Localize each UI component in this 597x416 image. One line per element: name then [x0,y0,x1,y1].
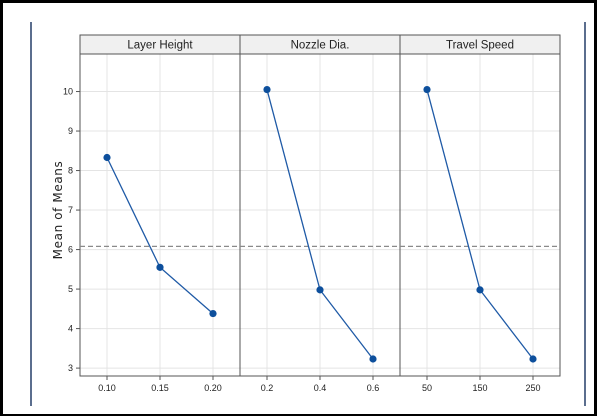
y-tick-label: 8 [68,166,73,176]
y-tick-label: 9 [68,126,73,136]
right-divider [584,22,586,406]
data-point [103,153,111,162]
x-tick-label: 0.6 [367,383,380,393]
x-tick-label: 0.10 [98,383,116,393]
x-tick-label: 250 [525,383,540,393]
x-tick-label: 150 [472,383,487,393]
data-point [423,85,431,94]
series-layer [103,85,537,363]
panel-layer: Layer Height Nozzle Dia. Travel Speed [79,34,561,377]
axis-layer: 3 4 5 6 7 8 9 10 0.10 0.15 0.20 0.2 0.4 0.6 50 150 250 [63,87,541,393]
panel-title: Layer Height [127,40,193,52]
data-point [316,286,324,294]
data-point [156,263,164,271]
grid-layer [80,54,560,376]
data-point [369,355,377,363]
data-point [263,85,271,94]
x-tick-label: 50 [422,383,432,393]
data-point [529,355,537,363]
data-point [476,286,484,294]
panel-title: Travel Speed [446,40,514,52]
y-axis-label: Mean of Means [51,161,65,260]
y-tick-label: 6 [68,245,73,255]
x-tick-label: 0.20 [204,383,222,393]
panel-title: Nozzle Dia. [291,40,350,52]
left-divider [30,22,32,406]
y-tick-label: 3 [68,363,73,373]
x-tick-label: 0.2 [261,383,274,393]
x-tick-label: 0.4 [314,383,327,393]
y-tick-label: 10 [63,87,73,97]
data-point [209,309,217,318]
y-tick-label: 5 [68,284,73,294]
y-tick-label: 7 [68,205,73,215]
x-tick-label: 0.15 [151,383,169,393]
y-tick-label: 4 [68,324,73,334]
